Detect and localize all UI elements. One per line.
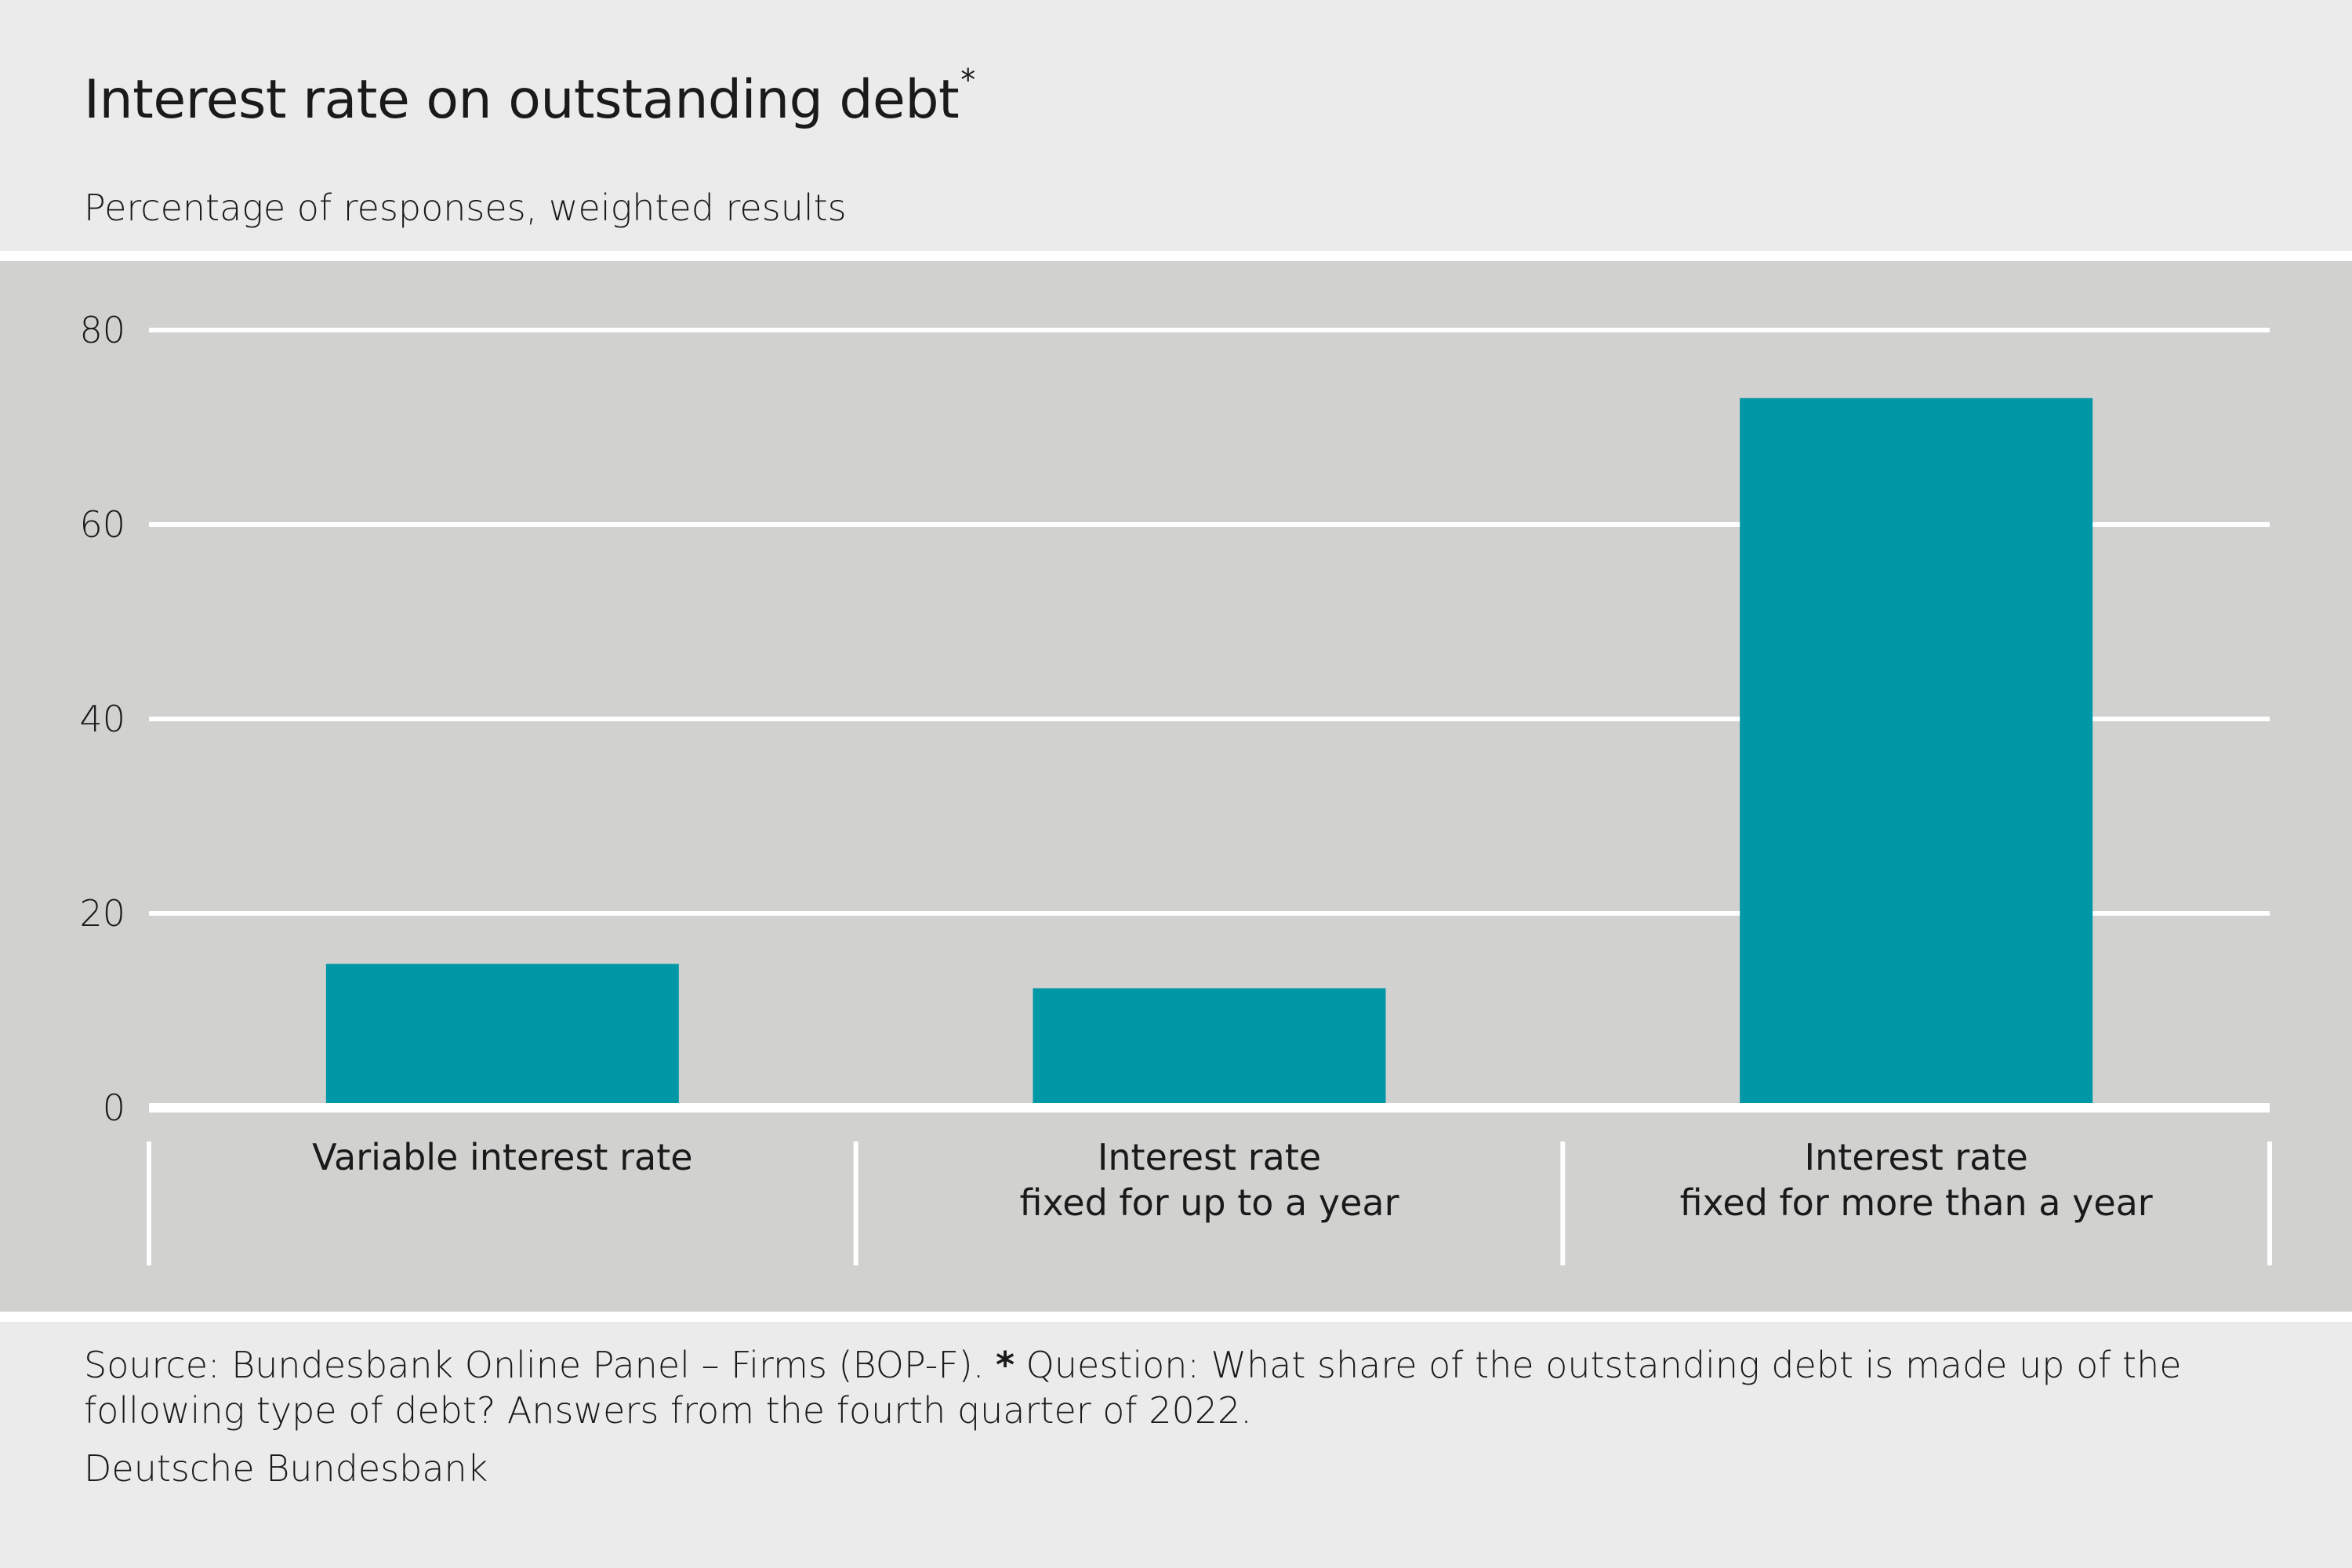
y-tick-label: 60: [79, 503, 125, 546]
source-note: Source: Bundesbank Online Panel – Firms …: [84, 1342, 2279, 1433]
x-category-label: Interest rate: [1098, 1136, 1321, 1178]
x-category-label: Variable interest rate: [312, 1136, 692, 1178]
y-tick-label: 20: [79, 892, 125, 935]
bar: [325, 964, 679, 1103]
x-category-label: fixed for more than a year: [1680, 1181, 2153, 1224]
x-category-label: Interest rate: [1805, 1136, 2028, 1178]
bottom-divider: [0, 1312, 2352, 1322]
bar: [1033, 988, 1386, 1103]
x-category-label: fixed for up to a year: [1020, 1181, 1399, 1224]
chart-title: Interest rate on outstanding debt*: [84, 63, 975, 131]
bar: [1740, 397, 2093, 1103]
source-note-prefix: Source: Bundesbank Online Panel – Firms …: [84, 1344, 996, 1386]
publisher-label: Deutsche Bundesbank: [84, 1447, 488, 1490]
y-tick-label: 80: [79, 309, 125, 351]
y-tick-label: 40: [79, 698, 125, 740]
chart-title-footnote-marker: *: [960, 63, 975, 97]
chart-subtitle: Percentage of responses, weighted result…: [84, 187, 847, 229]
chart-title-text: Interest rate on outstanding debt: [84, 69, 960, 131]
source-note-star: *: [995, 1344, 1015, 1386]
y-tick-label: 0: [103, 1087, 125, 1129]
top-divider: [0, 251, 2352, 261]
source-note-question: Question: What share of the outstanding …: [84, 1344, 2182, 1432]
